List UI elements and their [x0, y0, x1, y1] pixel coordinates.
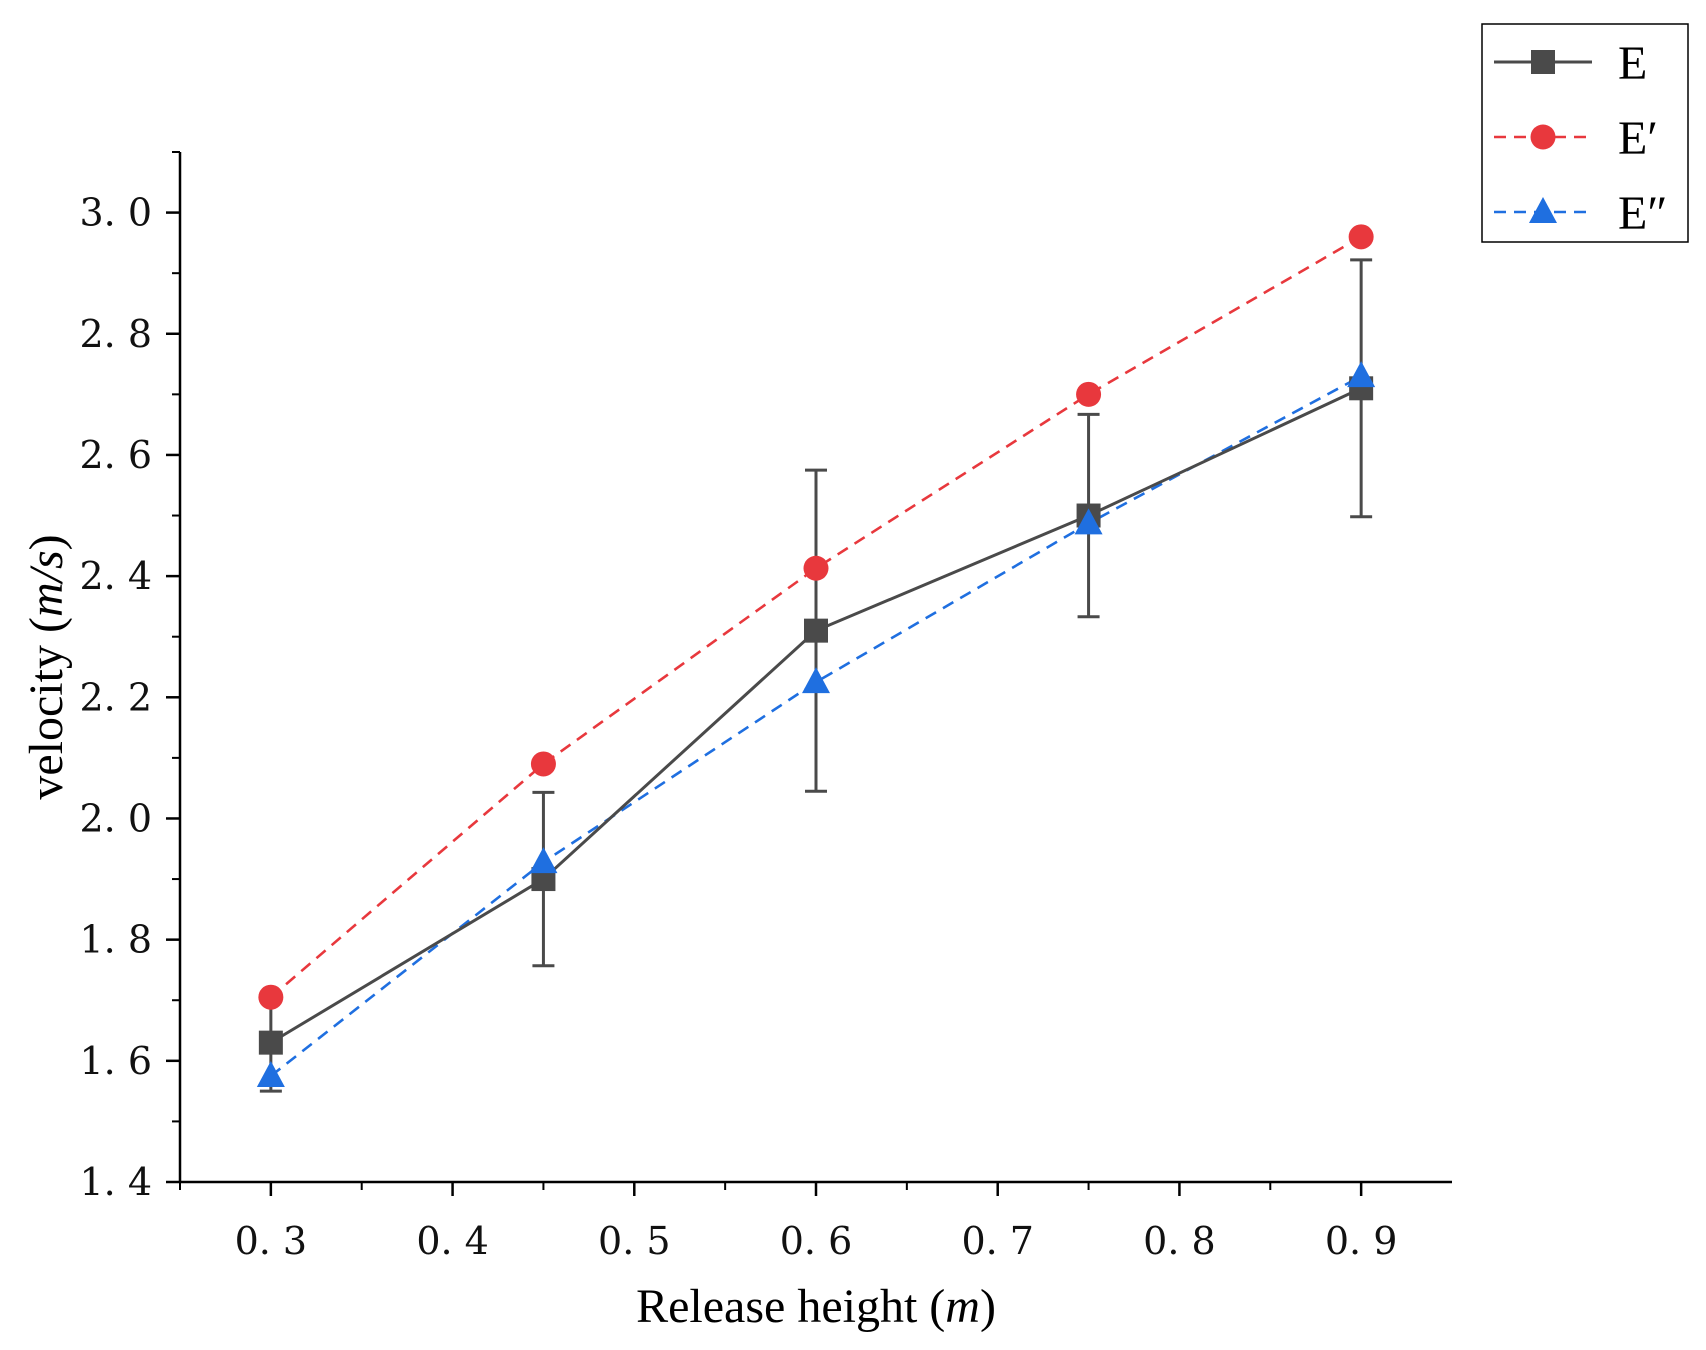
data-point [803, 555, 829, 581]
x-tick-label: 0. 4 [416, 1219, 489, 1263]
x-axis-title: Release height (m) [636, 1280, 996, 1333]
y-tick-label: 2. 6 [79, 433, 152, 477]
y-tick-label: 2. 2 [79, 675, 152, 719]
data-point [258, 984, 284, 1010]
legend-label: E′ [1618, 112, 1658, 165]
legend-label: E [1618, 37, 1647, 90]
x-axis-title-text: Release height ( [636, 1280, 945, 1333]
data-point [1348, 224, 1374, 250]
legend-box [1481, 23, 1689, 243]
y-axis-title-close: ) [20, 534, 73, 550]
y-tick-label: 1. 4 [79, 1160, 152, 1204]
y-axis-title-text: velocity ( [20, 617, 73, 800]
y-tick-label: 3. 0 [79, 191, 152, 235]
x-tick-label: 0. 3 [235, 1219, 308, 1263]
x-tick-label: 0. 6 [780, 1219, 853, 1263]
y-axis-title-unit: m/s [20, 550, 73, 617]
x-tick-label: 0. 5 [598, 1219, 671, 1263]
legend-marker [1530, 124, 1556, 150]
data-point [529, 847, 558, 874]
y-tick-label: 2. 4 [79, 554, 152, 598]
series-line-1 [270, 235, 1362, 999]
y-tick-label: 1. 6 [79, 1039, 152, 1083]
x-tick-label: 0. 7 [961, 1219, 1034, 1263]
data-point [256, 1060, 285, 1087]
data-point [802, 667, 830, 694]
tick-labels: 0. 3 0. 4 0. 5 0. 6 0. 7 0. 8 0. 9 1. 4 1. 6 1. 8… [79, 191, 1397, 1263]
legend: E E′ E″ [1481, 23, 1689, 243]
y-axis-title: velocity (m/s) [20, 534, 73, 799]
markers [256, 224, 1376, 1087]
data-point [258, 1030, 283, 1055]
data-point [1074, 508, 1103, 535]
x-tick-label: 0. 8 [1143, 1219, 1216, 1263]
x-axis-title-unit: m [945, 1280, 980, 1333]
y-tick-label: 2. 8 [79, 312, 152, 356]
data-point [1076, 381, 1102, 407]
y-tick-label: 1. 8 [79, 918, 152, 962]
data-point [1347, 361, 1376, 388]
y-tick-label: 2. 0 [79, 796, 152, 840]
ticks [166, 151, 1363, 1196]
legend-marker [1529, 197, 1557, 223]
legend-marker [1531, 50, 1555, 74]
legend-label: E″ [1618, 187, 1667, 240]
x-tick-label: 0. 9 [1325, 1219, 1398, 1263]
data-point [804, 618, 828, 643]
data-point [530, 751, 556, 777]
x-axis-title-close: ) [980, 1280, 996, 1333]
